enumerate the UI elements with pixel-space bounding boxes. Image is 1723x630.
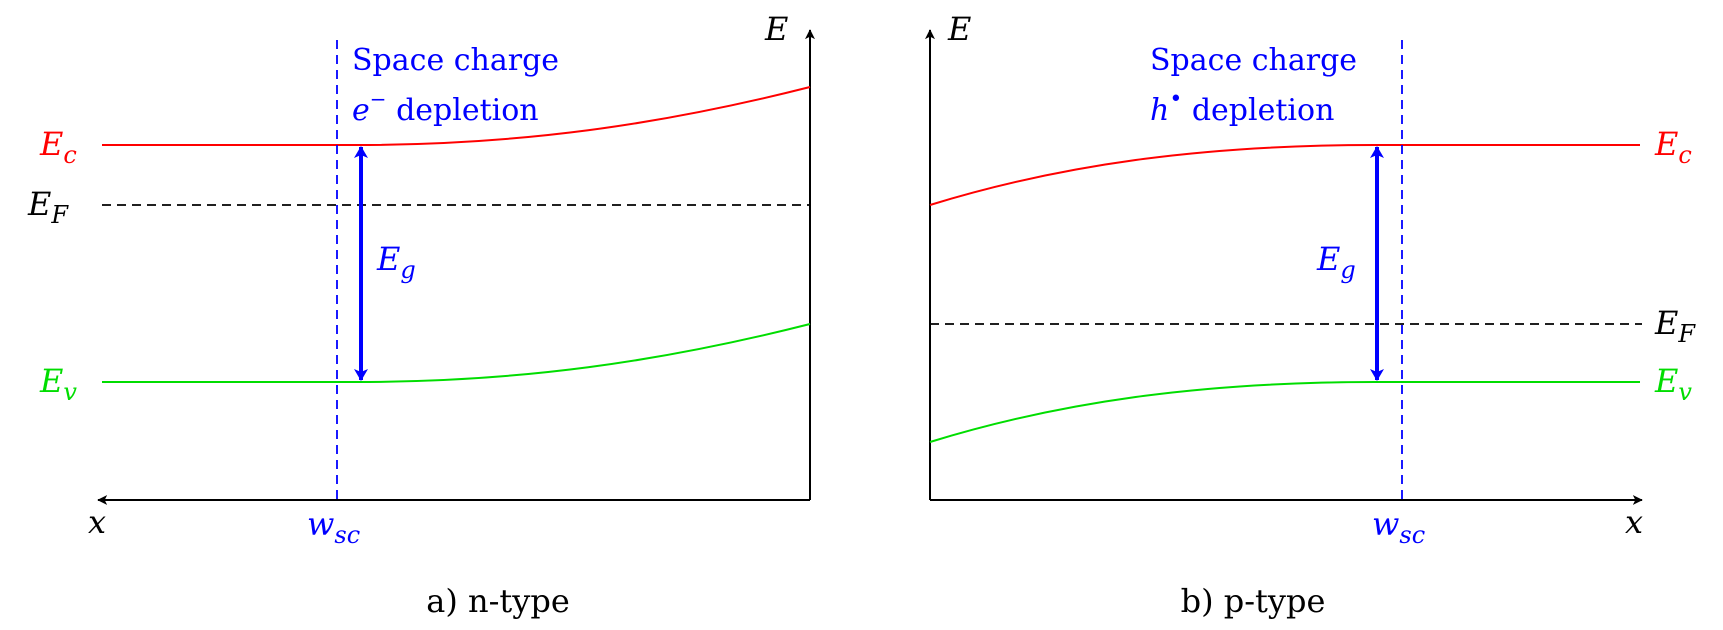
band-gap-label-a: Eg (376, 240, 416, 284)
conduction-band-a (102, 86, 811, 146)
valence-band-a (102, 323, 811, 383)
caption-b: b) p-type (1181, 582, 1326, 620)
energy-axis-label-a: E (764, 10, 788, 48)
depletion-label-a: e− depletion (352, 87, 539, 128)
width-label-a: wsc (307, 505, 360, 549)
depletion-label-b: h• depletion (1150, 87, 1334, 128)
panel-n-type: Ec EF Ev Eg Space charge e− depletion E … (27, 10, 815, 620)
conduction-band-b (929, 144, 1640, 206)
x-axis-label-b: x (1625, 503, 1643, 541)
band-gap-label-b: Eg (1316, 240, 1356, 284)
fermi-label-a: EF (27, 185, 69, 229)
valence-band-b (929, 381, 1640, 443)
space-charge-title-a: Space charge (352, 43, 559, 78)
fermi-label-b: EF (1654, 304, 1696, 348)
caption-a: a) n-type (426, 582, 570, 620)
valence-label-a: Ev (39, 362, 77, 406)
valence-label-b: Ev (1654, 362, 1692, 406)
conduction-label-a: Ec (39, 125, 77, 169)
conduction-label-b: Ec (1654, 125, 1692, 169)
x-axis-label-a: x (88, 503, 106, 541)
width-label-b: wsc (1372, 505, 1425, 549)
energy-axis-label-b: E (947, 10, 971, 48)
space-charge-title-b: Space charge (1150, 43, 1357, 78)
panel-p-type: Ec EF Ev Eg Space charge h• depletion E … (925, 10, 1696, 620)
